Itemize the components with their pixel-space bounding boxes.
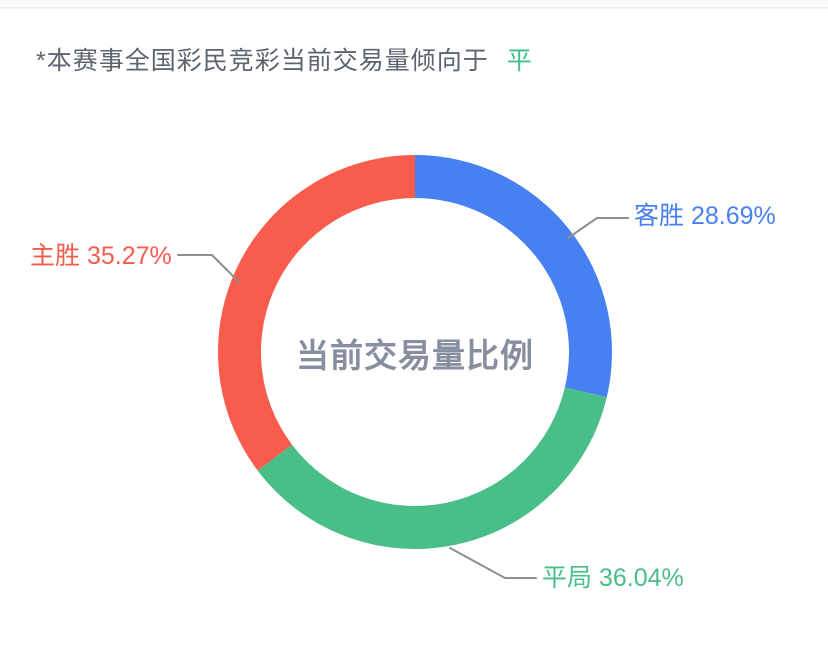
top-divider [0, 0, 828, 9]
slice-label-draw: 平局 36.04% [542, 564, 684, 592]
tendency-note-text: *本赛事全国彩民竞彩当前交易量倾向于 [36, 47, 489, 75]
donut-ring [217, 154, 613, 550]
leader-line-home-win [177, 254, 241, 284]
leader-line-away-win [567, 217, 629, 239]
tendency-note: *本赛事全国彩民竞彩当前交易量倾向于平 [36, 45, 533, 77]
leader-line-draw [449, 547, 537, 579]
pie-segment-主胜[interactable] [217, 155, 415, 471]
chart-center-title: 当前交易量比例 [296, 337, 534, 374]
slice-label-home-win: 主胜 35.27% [30, 242, 172, 270]
pie-segment-客胜[interactable] [415, 154, 613, 398]
slice-label-away-win: 客胜 28.69% [634, 202, 776, 230]
pie-segment-平局[interactable] [257, 387, 607, 550]
tendency-value: 平 [506, 47, 533, 75]
